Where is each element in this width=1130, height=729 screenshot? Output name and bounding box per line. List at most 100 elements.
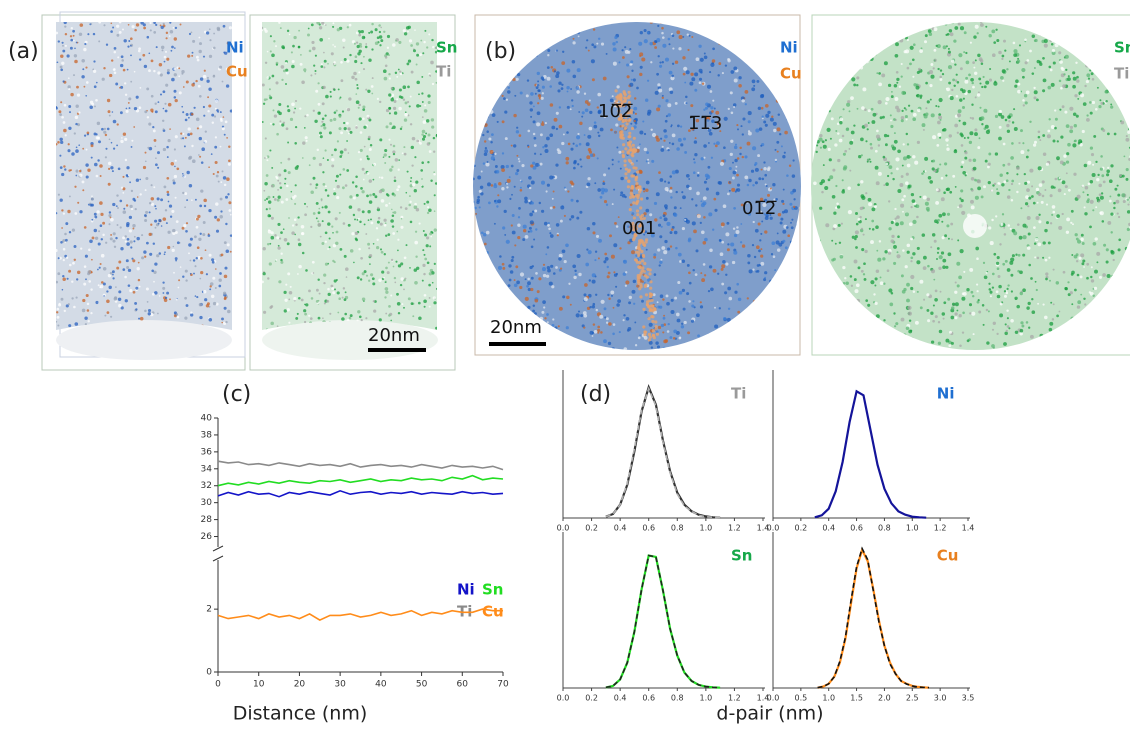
atom [389, 77, 391, 79]
atom [983, 109, 987, 113]
atom [319, 132, 322, 135]
atom [883, 184, 885, 186]
atom [399, 88, 402, 91]
atom [699, 69, 703, 73]
atom [929, 33, 932, 36]
atom [665, 58, 669, 62]
atom [331, 154, 333, 156]
atom [220, 198, 223, 201]
atom [383, 156, 385, 158]
atom [822, 140, 825, 143]
atom [505, 137, 508, 140]
atom [931, 113, 935, 117]
atom [414, 29, 416, 31]
atom [639, 143, 641, 145]
atom [149, 211, 151, 213]
atom [619, 331, 621, 333]
atom [176, 167, 179, 170]
atom [54, 249, 57, 252]
atom [154, 262, 157, 265]
atom [730, 153, 733, 156]
atom [534, 144, 537, 147]
atom [941, 221, 943, 223]
atom [591, 43, 594, 46]
atom [568, 143, 571, 146]
atom [673, 330, 677, 334]
atom [1066, 172, 1068, 174]
atom [527, 281, 531, 285]
atom [379, 318, 382, 321]
atom [1090, 146, 1093, 149]
atom [565, 243, 569, 247]
atom [378, 24, 381, 27]
atom [133, 126, 135, 128]
atom [659, 261, 662, 264]
atom [695, 204, 697, 206]
atom [528, 231, 530, 233]
atom [1003, 342, 1007, 346]
atom [668, 323, 670, 325]
atom [1050, 194, 1053, 197]
atom [367, 210, 370, 213]
atom [1080, 238, 1084, 242]
atom [209, 55, 212, 58]
atom [75, 123, 77, 125]
atom [893, 245, 897, 249]
atom [318, 208, 320, 210]
atom [144, 310, 147, 313]
atom [870, 240, 874, 244]
atom [350, 249, 354, 253]
atom [63, 165, 65, 167]
atom [433, 171, 435, 173]
atom [520, 91, 523, 94]
atom [662, 44, 666, 48]
atom [636, 160, 638, 162]
atom [659, 216, 662, 219]
atom [618, 161, 620, 163]
atom [206, 80, 209, 83]
atom [98, 284, 100, 286]
atom [662, 146, 664, 148]
atom [511, 165, 514, 168]
atom [1049, 328, 1053, 332]
atom [393, 194, 396, 197]
atom [134, 199, 136, 201]
atom [662, 95, 664, 97]
atom [1109, 195, 1111, 197]
atom [100, 263, 102, 265]
atom [349, 24, 352, 27]
atom [165, 209, 167, 211]
atom [155, 110, 158, 113]
atom [422, 52, 424, 54]
atom [94, 216, 97, 219]
atom [610, 129, 613, 132]
atom [1022, 99, 1025, 102]
atom [918, 68, 921, 71]
atom [791, 226, 794, 229]
atom [860, 138, 864, 142]
atom [1117, 185, 1119, 187]
atom [950, 32, 954, 36]
atom [865, 218, 867, 220]
atom [362, 118, 365, 121]
atom [938, 106, 940, 108]
atom [996, 39, 999, 42]
atom [379, 190, 382, 193]
atom [875, 166, 879, 170]
atom [416, 267, 419, 270]
atom [151, 270, 154, 273]
atom [340, 61, 343, 64]
atom [962, 331, 964, 333]
atom [217, 28, 220, 31]
atom [1043, 79, 1047, 83]
atom [979, 107, 981, 109]
atom [717, 74, 719, 76]
atom [974, 72, 977, 75]
atom [983, 76, 985, 78]
atom [547, 321, 549, 323]
atom [870, 143, 873, 146]
atom [373, 163, 376, 166]
atom [1038, 131, 1041, 134]
atom [150, 29, 152, 31]
atom [671, 75, 674, 78]
